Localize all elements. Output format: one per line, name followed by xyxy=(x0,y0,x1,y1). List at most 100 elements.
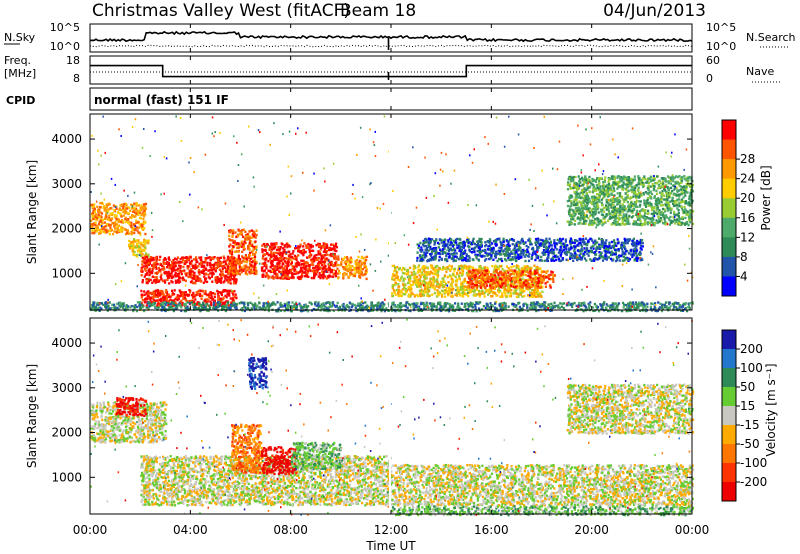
range-cell xyxy=(144,221,147,224)
range-cell xyxy=(253,271,256,274)
range-cell xyxy=(447,267,450,271)
freq-tick-bottom: 8 xyxy=(73,72,80,85)
range-cell xyxy=(313,256,316,259)
range-cell xyxy=(353,274,356,278)
range-cell xyxy=(215,262,218,265)
range-cell xyxy=(569,257,572,260)
range-cell xyxy=(167,304,170,307)
range-cell xyxy=(99,201,102,205)
range-cell xyxy=(140,293,144,296)
range-cell xyxy=(507,253,510,257)
range-cell xyxy=(435,280,438,283)
range-cell xyxy=(343,256,346,259)
range-cell xyxy=(221,270,224,273)
range-cell xyxy=(272,247,276,250)
range-cell xyxy=(583,257,586,260)
range-cell xyxy=(195,277,198,280)
range-cell xyxy=(512,272,515,275)
range-cell xyxy=(146,260,149,264)
range-cell xyxy=(115,223,118,226)
range-cell xyxy=(143,208,146,211)
range-cell xyxy=(342,258,345,261)
range-cell xyxy=(484,266,487,269)
range-cell xyxy=(459,257,462,260)
range-cell xyxy=(248,235,251,238)
range-cell xyxy=(492,275,495,278)
range-cell xyxy=(307,246,310,249)
range-cell xyxy=(524,279,528,282)
range-cell xyxy=(576,249,579,252)
range-cell xyxy=(503,276,506,279)
range-cell xyxy=(238,273,241,276)
range-cell xyxy=(392,274,395,278)
range-cell xyxy=(545,237,548,240)
range-cell xyxy=(511,282,515,286)
range-cell xyxy=(168,275,171,278)
range-cell xyxy=(439,284,442,287)
range-cell xyxy=(262,254,265,258)
range-cell xyxy=(507,291,510,295)
range-cell xyxy=(474,282,477,285)
range-cell xyxy=(539,238,542,242)
range-cell xyxy=(599,256,602,259)
range-cell xyxy=(97,228,100,231)
range-cell xyxy=(556,255,559,259)
range-cell xyxy=(469,283,472,286)
range-cell xyxy=(186,293,189,296)
range-cell xyxy=(461,283,464,286)
range-cell xyxy=(224,277,227,280)
range-cell xyxy=(231,263,234,266)
range-cell xyxy=(232,296,235,300)
range-cell xyxy=(427,273,430,276)
range-cell xyxy=(143,214,146,218)
range-cell xyxy=(297,263,300,266)
range-cell xyxy=(284,269,287,273)
range-cell xyxy=(443,238,446,241)
range-cell xyxy=(289,253,292,256)
range-cell xyxy=(95,213,98,216)
range-cell xyxy=(404,272,407,275)
range-cell xyxy=(342,268,345,271)
range-cell xyxy=(517,293,520,297)
range-cell xyxy=(530,291,533,295)
range-cell xyxy=(531,271,534,274)
range-cell xyxy=(171,268,174,271)
range-cell xyxy=(430,265,433,268)
range-cell xyxy=(396,271,399,274)
range-cell xyxy=(166,261,169,264)
range-cell xyxy=(94,218,97,221)
range-cell xyxy=(135,226,139,229)
range-cell xyxy=(93,223,96,227)
range-cell xyxy=(484,269,487,272)
range-cell xyxy=(391,264,394,268)
range-cell xyxy=(261,266,264,269)
range-cell xyxy=(145,266,148,269)
range-cell xyxy=(437,267,440,270)
range-cell xyxy=(305,264,308,268)
range-cell xyxy=(165,262,168,265)
range-cell xyxy=(236,269,239,273)
range-cell xyxy=(140,227,143,230)
range-cell xyxy=(222,297,225,301)
range-cell xyxy=(579,252,582,255)
range-cell xyxy=(240,242,243,245)
range-cell xyxy=(285,271,288,274)
range-cell xyxy=(240,261,243,264)
range-cell xyxy=(485,283,488,286)
range-cell xyxy=(113,230,116,233)
range-cell xyxy=(203,266,206,269)
range-cell xyxy=(456,290,459,293)
range-cell xyxy=(181,270,184,273)
range-cell xyxy=(430,266,433,270)
range-cell xyxy=(482,292,486,296)
range-cell xyxy=(475,257,478,260)
range-cell xyxy=(144,273,147,276)
range-cell xyxy=(92,205,95,209)
range-cell xyxy=(538,275,541,278)
range-cell xyxy=(432,279,435,283)
range-cell xyxy=(408,274,411,277)
range-cell xyxy=(113,224,116,227)
range-cell xyxy=(253,231,256,234)
range-cell xyxy=(407,285,410,289)
range-cell xyxy=(108,232,111,236)
